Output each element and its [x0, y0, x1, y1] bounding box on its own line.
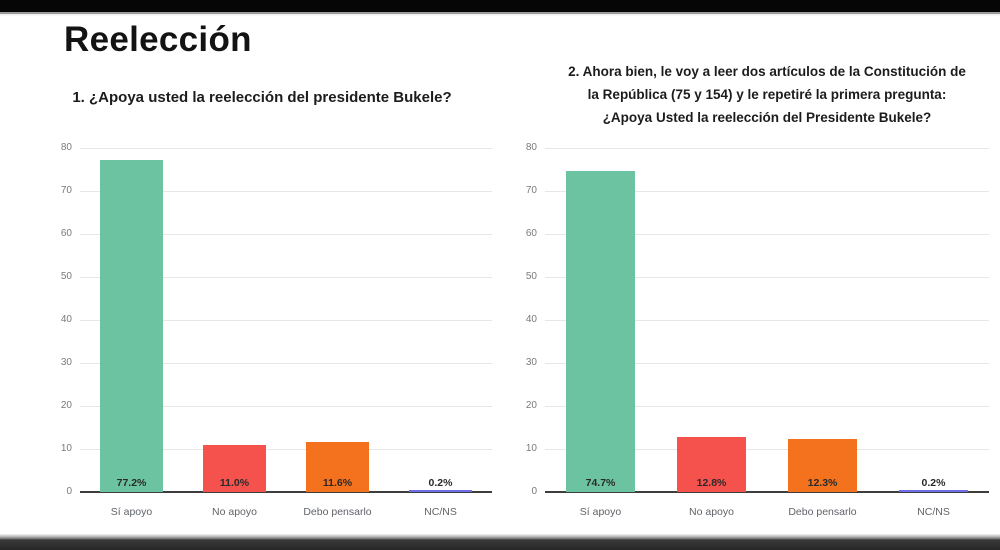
- x-axis-category-labels: Sí apoyo No apoyo Debo pensarlo NC/NS: [80, 506, 492, 522]
- category-label: No apoyo: [689, 506, 734, 518]
- gridline: [80, 233, 492, 235]
- bar-value-label: 0.2%: [921, 477, 946, 489]
- bar-s-apoyo: [566, 170, 635, 492]
- y-axis: 0 10 20 30 40 50 60 70 80: [42, 140, 76, 505]
- bar-debo-pensarlo: [788, 439, 857, 492]
- category-label: Sí apoyo: [110, 506, 153, 518]
- gridline: [545, 233, 989, 235]
- chart-title-line: ¿Apoya Usted la reelección del President…: [602, 110, 932, 125]
- y-axis-tick-label: 70: [60, 185, 72, 196]
- gridline: [545, 405, 989, 407]
- category-label: Debo pensarlo: [303, 506, 372, 518]
- bar-value-label: 12.8%: [696, 477, 727, 489]
- y-axis: 0 10 20 30 40 50 60 70 80: [507, 140, 541, 505]
- category-label: Debo pensarlo: [788, 506, 857, 518]
- y-axis-tick-label: 10: [525, 443, 537, 454]
- chart-1-title: 1. ¿Apoya usted la reelección del presid…: [42, 88, 482, 108]
- bar-value-label: 11.6%: [322, 477, 353, 489]
- y-axis-tick-label: 0: [66, 486, 72, 497]
- gridline: [545, 319, 989, 321]
- y-axis-tick-label: 40: [60, 314, 72, 325]
- plot-area: 77.2% 11.0% 11.6% 0.2%: [80, 147, 492, 493]
- category-label: Sí apoyo: [579, 506, 622, 518]
- y-axis-tick-label: 60: [60, 228, 72, 239]
- bar-no-apoyo: [202, 444, 267, 492]
- page-title: Reelección: [64, 20, 252, 59]
- x-axis-line: [80, 491, 492, 493]
- chart-title-line: 1. ¿Apoya usted la reelección del presid…: [72, 89, 452, 106]
- gridline: [545, 448, 989, 450]
- bar-value-label: 12.3%: [807, 477, 838, 489]
- y-axis-tick-label: 20: [525, 400, 537, 411]
- chart-title-line: la República (75 y 154) y le repetiré la…: [587, 87, 947, 102]
- gridline: [545, 190, 989, 192]
- category-label: No apoyo: [212, 506, 257, 518]
- gridline: [80, 362, 492, 364]
- letterbox-top-bar: [0, 0, 1000, 16]
- gridline: [80, 147, 492, 149]
- bar-chart-1: 0 10 20 30 40 50 60 70 80 77.2% 11.0% 11.6% 0.2% Sí…: [42, 140, 492, 540]
- gridline: [80, 405, 492, 407]
- y-axis-tick-label: 40: [525, 314, 537, 325]
- bar-chart-2: 0 10 20 30 40 50 60 70 80 74.7% 12.8% 12.3% 0.2% Sí…: [507, 140, 989, 540]
- gridline: [545, 362, 989, 364]
- chart-title-line: 2. Ahora bien, le voy a leer dos artícul…: [568, 64, 966, 79]
- y-axis-tick-label: 10: [60, 443, 72, 454]
- y-axis-tick-label: 30: [60, 357, 72, 368]
- category-label: NC/NS: [424, 506, 457, 518]
- bar-debo-pensarlo: [305, 442, 370, 492]
- bar-s-apoyo: [99, 160, 164, 492]
- y-axis-tick-label: 70: [525, 185, 537, 196]
- y-axis-tick-label: 20: [60, 400, 72, 411]
- gridline: [80, 190, 492, 192]
- bar-value-label: 0.2%: [428, 477, 453, 489]
- gridline: [545, 276, 989, 278]
- x-axis-line: [545, 491, 989, 493]
- gridline: [80, 276, 492, 278]
- gridline: [80, 448, 492, 450]
- y-axis-tick-label: 50: [525, 271, 537, 282]
- y-axis-tick-label: 60: [525, 228, 537, 239]
- y-axis-tick-label: 80: [60, 142, 72, 153]
- y-axis-tick-label: 0: [531, 486, 537, 497]
- bar-value-label: 11.0%: [219, 477, 250, 489]
- gridline: [545, 147, 989, 149]
- category-label: NC/NS: [917, 506, 950, 518]
- plot-area: 74.7% 12.8% 12.3% 0.2%: [545, 147, 989, 493]
- x-axis-category-labels: Sí apoyo No apoyo Debo pensarlo NC/NS: [545, 506, 989, 522]
- chart-2-title: 2. Ahora bien, le voy a leer dos artícul…: [547, 60, 987, 129]
- bar-nc-ns: [408, 490, 473, 492]
- y-axis-tick-label: 30: [525, 357, 537, 368]
- gridline: [80, 319, 492, 321]
- bar-value-label: 77.2%: [116, 477, 147, 489]
- y-axis-tick-label: 80: [525, 142, 537, 153]
- letterbox-bottom-bar: [0, 534, 1000, 550]
- bar-value-label: 74.7%: [585, 477, 616, 489]
- y-axis-tick-label: 50: [60, 271, 72, 282]
- bar-nc-ns: [899, 490, 968, 492]
- bar-no-apoyo: [677, 436, 746, 492]
